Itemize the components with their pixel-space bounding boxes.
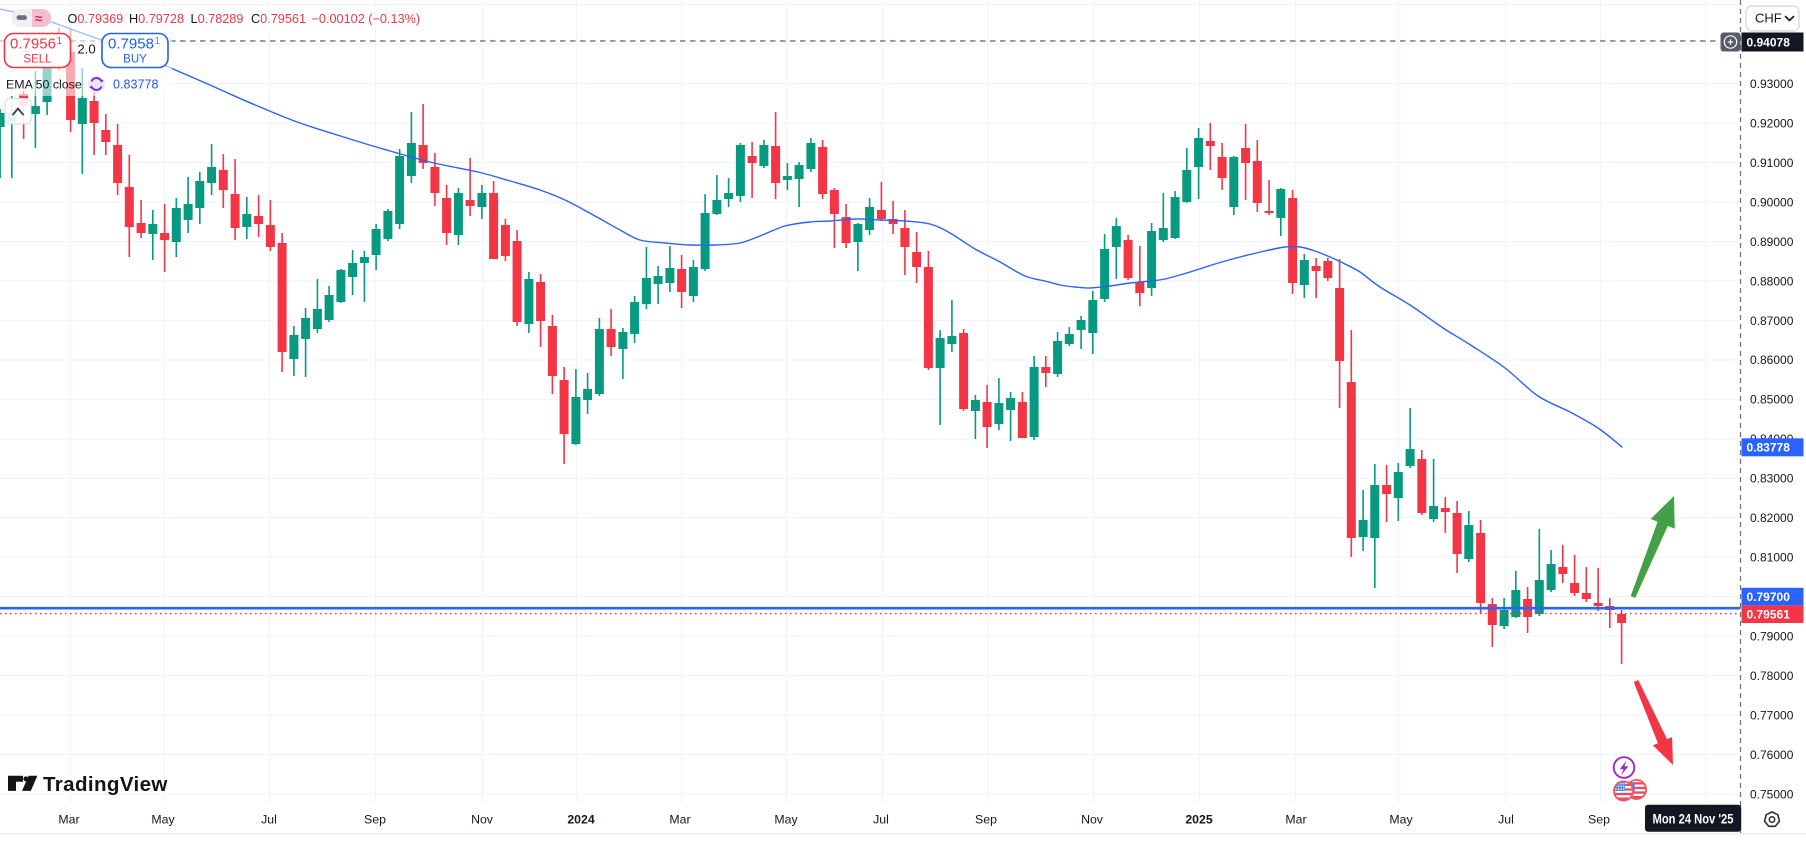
svg-text:0.86000: 0.86000 [1750,353,1794,367]
svg-text:0.94078: 0.94078 [1747,36,1791,50]
svg-text:0.81000: 0.81000 [1750,551,1794,565]
svg-text:Nov: Nov [471,813,494,827]
svg-text:0.78000: 0.78000 [1750,669,1794,683]
svg-text:0.7958: 0.7958 [108,36,154,53]
svg-text:O0.79369: O0.79369 [68,12,124,26]
svg-text:0.7956: 0.7956 [10,36,56,53]
svg-text:0.85000: 0.85000 [1750,393,1794,407]
svg-text:Mar: Mar [58,813,79,827]
svg-text:0.87000: 0.87000 [1750,314,1794,328]
svg-text:Mar: Mar [1285,813,1306,827]
svg-text:CHF: CHF [1755,11,1782,26]
svg-text:EMA 50 close: EMA 50 close [6,78,82,92]
svg-text:TradingView: TradingView [43,773,168,796]
svg-text:Nov: Nov [1081,813,1104,827]
svg-text:Jul: Jul [261,813,277,827]
svg-text:1: 1 [57,36,63,47]
svg-text:0.89000: 0.89000 [1750,235,1794,249]
svg-text:May: May [151,813,175,827]
svg-text:0.83778: 0.83778 [1747,441,1791,455]
svg-text:Jul: Jul [873,813,889,827]
svg-text:0.88000: 0.88000 [1750,274,1794,288]
svg-text:0.75000: 0.75000 [1750,788,1794,802]
svg-text:C0.79561: C0.79561 [251,12,306,26]
svg-text:May: May [774,813,798,827]
svg-text:Sep: Sep [1588,813,1610,827]
svg-text:2.0: 2.0 [77,42,95,57]
svg-text:0.93000: 0.93000 [1750,77,1794,91]
svg-text:Mon 24 Nov '25: Mon 24 Nov '25 [1653,812,1734,827]
svg-text:0.82000: 0.82000 [1750,511,1794,525]
svg-text:0.83778: 0.83778 [113,78,159,92]
svg-text:0.76000: 0.76000 [1750,748,1794,762]
svg-text:SELL: SELL [23,54,52,66]
svg-text:−0.00102 (−0.13%): −0.00102 (−0.13%) [312,12,421,26]
svg-text:H0.79728: H0.79728 [129,12,184,26]
svg-text:0.77000: 0.77000 [1750,709,1794,723]
svg-text:Jul: Jul [1498,813,1514,827]
svg-text:Mar: Mar [669,813,690,827]
svg-text:0.79000: 0.79000 [1750,630,1794,644]
svg-text:0.79700: 0.79700 [1747,590,1791,604]
svg-text:0.83000: 0.83000 [1750,472,1794,486]
svg-text:2024: 2024 [567,813,595,827]
svg-text:0.92000: 0.92000 [1750,116,1794,130]
svg-text:BUY: BUY [123,54,147,66]
svg-text:0.79561: 0.79561 [1747,608,1791,622]
svg-text:L0.78289: L0.78289 [191,12,244,26]
svg-text:1: 1 [155,36,161,47]
svg-text:≈: ≈ [35,11,43,26]
svg-text:0.90000: 0.90000 [1750,195,1794,209]
svg-text:0.91000: 0.91000 [1750,156,1794,170]
svg-text:2025: 2025 [1185,813,1213,827]
svg-text:Sep: Sep [975,813,997,827]
svg-text:May: May [1389,813,1413,827]
svg-text:Sep: Sep [364,813,386,827]
